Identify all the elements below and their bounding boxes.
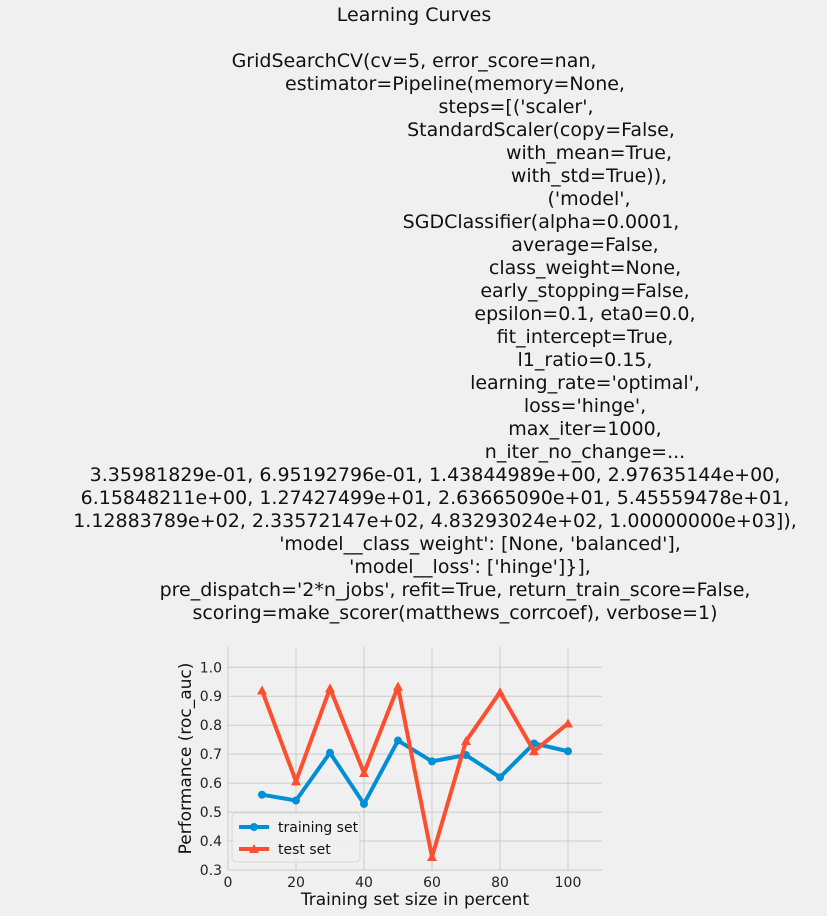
y-tick-label: 0.3 <box>200 863 222 879</box>
title-line: learning_rate='optimal', <box>470 372 700 394</box>
title-line: 'model__loss': ['hinge']}], <box>349 556 591 578</box>
x-tick-label: 0 <box>224 875 233 891</box>
x-tick-label: 100 <box>555 875 582 891</box>
y-tick-label: 0.5 <box>200 805 222 821</box>
y-axis-label: Performance (roc_auc) <box>176 663 196 855</box>
data-point <box>495 687 505 697</box>
title-line: fit_intercept=True, <box>496 326 674 348</box>
x-tick-label: 40 <box>355 875 373 891</box>
title-line: estimator=Pipeline(memory=None, <box>285 73 625 95</box>
data-point <box>257 685 267 695</box>
title-line: with_std=True)), <box>510 165 668 187</box>
data-point <box>360 799 368 808</box>
data-point <box>326 748 334 757</box>
data-point <box>427 851 437 861</box>
legend-label: test set <box>278 842 331 858</box>
y-tick-label: 0.4 <box>200 834 222 850</box>
title-line: n_iter_no_change=... <box>484 441 686 463</box>
data-point <box>529 746 539 756</box>
x-tick-label: 20 <box>287 875 305 891</box>
title-line: pre_dispatch='2*n_jobs', refit=True, ret… <box>159 579 751 601</box>
data-point <box>393 681 403 691</box>
series-layer <box>257 681 573 861</box>
legend-label: training set <box>278 820 359 836</box>
data-point <box>291 776 301 786</box>
title-line: GridSearchCV(cv=5, error_score=nan, <box>231 50 597 72</box>
title-line: early_stopping=False, <box>480 280 690 302</box>
tick-labels: 0 20 40 60 80 100 0.3 0.4 0.5 0.6 0.7 0.8 0.9 1.0 <box>200 660 582 891</box>
series-line <box>260 684 570 859</box>
data-point <box>564 747 572 756</box>
data-point <box>359 767 369 777</box>
title-line: average=False, <box>511 234 659 256</box>
data-point <box>292 796 300 805</box>
title-line: loss='hinge', <box>523 395 647 417</box>
data-point <box>394 736 402 745</box>
x-tick-label: 80 <box>491 875 509 891</box>
legend: training set test set <box>231 812 361 863</box>
title-line: class_weight=None, <box>488 257 682 279</box>
title-line: 3.35981829e-01, 6.95192796e-01, 1.438449… <box>89 464 781 486</box>
title-line: scoring=make_scorer(matthews_corrcoef), … <box>192 602 718 624</box>
title-line: 'model__class_weight': [None, 'balanced'… <box>279 533 681 555</box>
title-line: Learning Curves <box>336 4 492 26</box>
title-line: StandardScaler(copy=False, <box>407 119 675 141</box>
series-line <box>260 738 570 806</box>
data-point <box>325 683 335 693</box>
data-point <box>428 757 436 766</box>
y-tick-label: 0.6 <box>200 776 222 792</box>
x-axis-label: Training set size in percent <box>300 890 530 910</box>
title-line: 1.12883789e+02, 2.33572147e+02, 4.832930… <box>73 510 797 532</box>
title-line: 6.15848211e+00, 1.27427499e+01, 2.636650… <box>80 487 790 509</box>
y-tick-label: 0.9 <box>200 689 222 705</box>
title-line: epsilon=0.1, eta0=0.0, <box>474 303 696 325</box>
title-line: ('model', <box>547 188 631 210</box>
data-point <box>496 773 504 782</box>
title-line: steps=[('scaler', <box>438 96 594 118</box>
data-point <box>461 736 471 746</box>
y-tick-label: 0.7 <box>200 747 222 763</box>
title-line: with_mean=True, <box>505 142 673 164</box>
x-tick-label: 60 <box>423 875 441 891</box>
data-point <box>563 718 573 728</box>
data-point <box>258 790 266 799</box>
y-tick-label: 1.0 <box>200 660 222 676</box>
title-line: l1_ratio=0.15, <box>517 349 653 371</box>
legend-marker <box>250 823 258 831</box>
y-tick-label: 0.8 <box>200 718 222 734</box>
legend-marker <box>249 844 259 853</box>
title-line: max_iter=1000, <box>508 418 662 440</box>
series-test-set <box>257 681 573 861</box>
title-line: SGDClassifier(alpha=0.0001, <box>402 211 680 233</box>
